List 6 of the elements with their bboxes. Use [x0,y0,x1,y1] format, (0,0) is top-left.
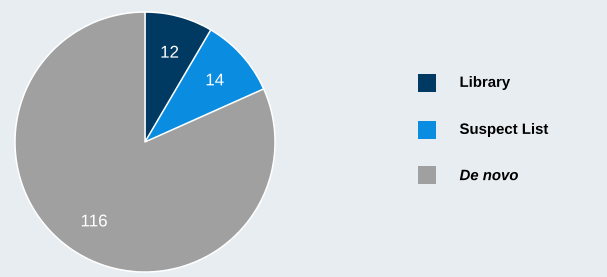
legend-label: Library [460,76,510,90]
legend-label: De novo [460,170,518,180]
data-label: 12 [161,46,178,58]
legend-label: Suspect List [460,123,548,137]
data-label: 116 [82,214,107,227]
data-label: 14 [206,74,224,86]
